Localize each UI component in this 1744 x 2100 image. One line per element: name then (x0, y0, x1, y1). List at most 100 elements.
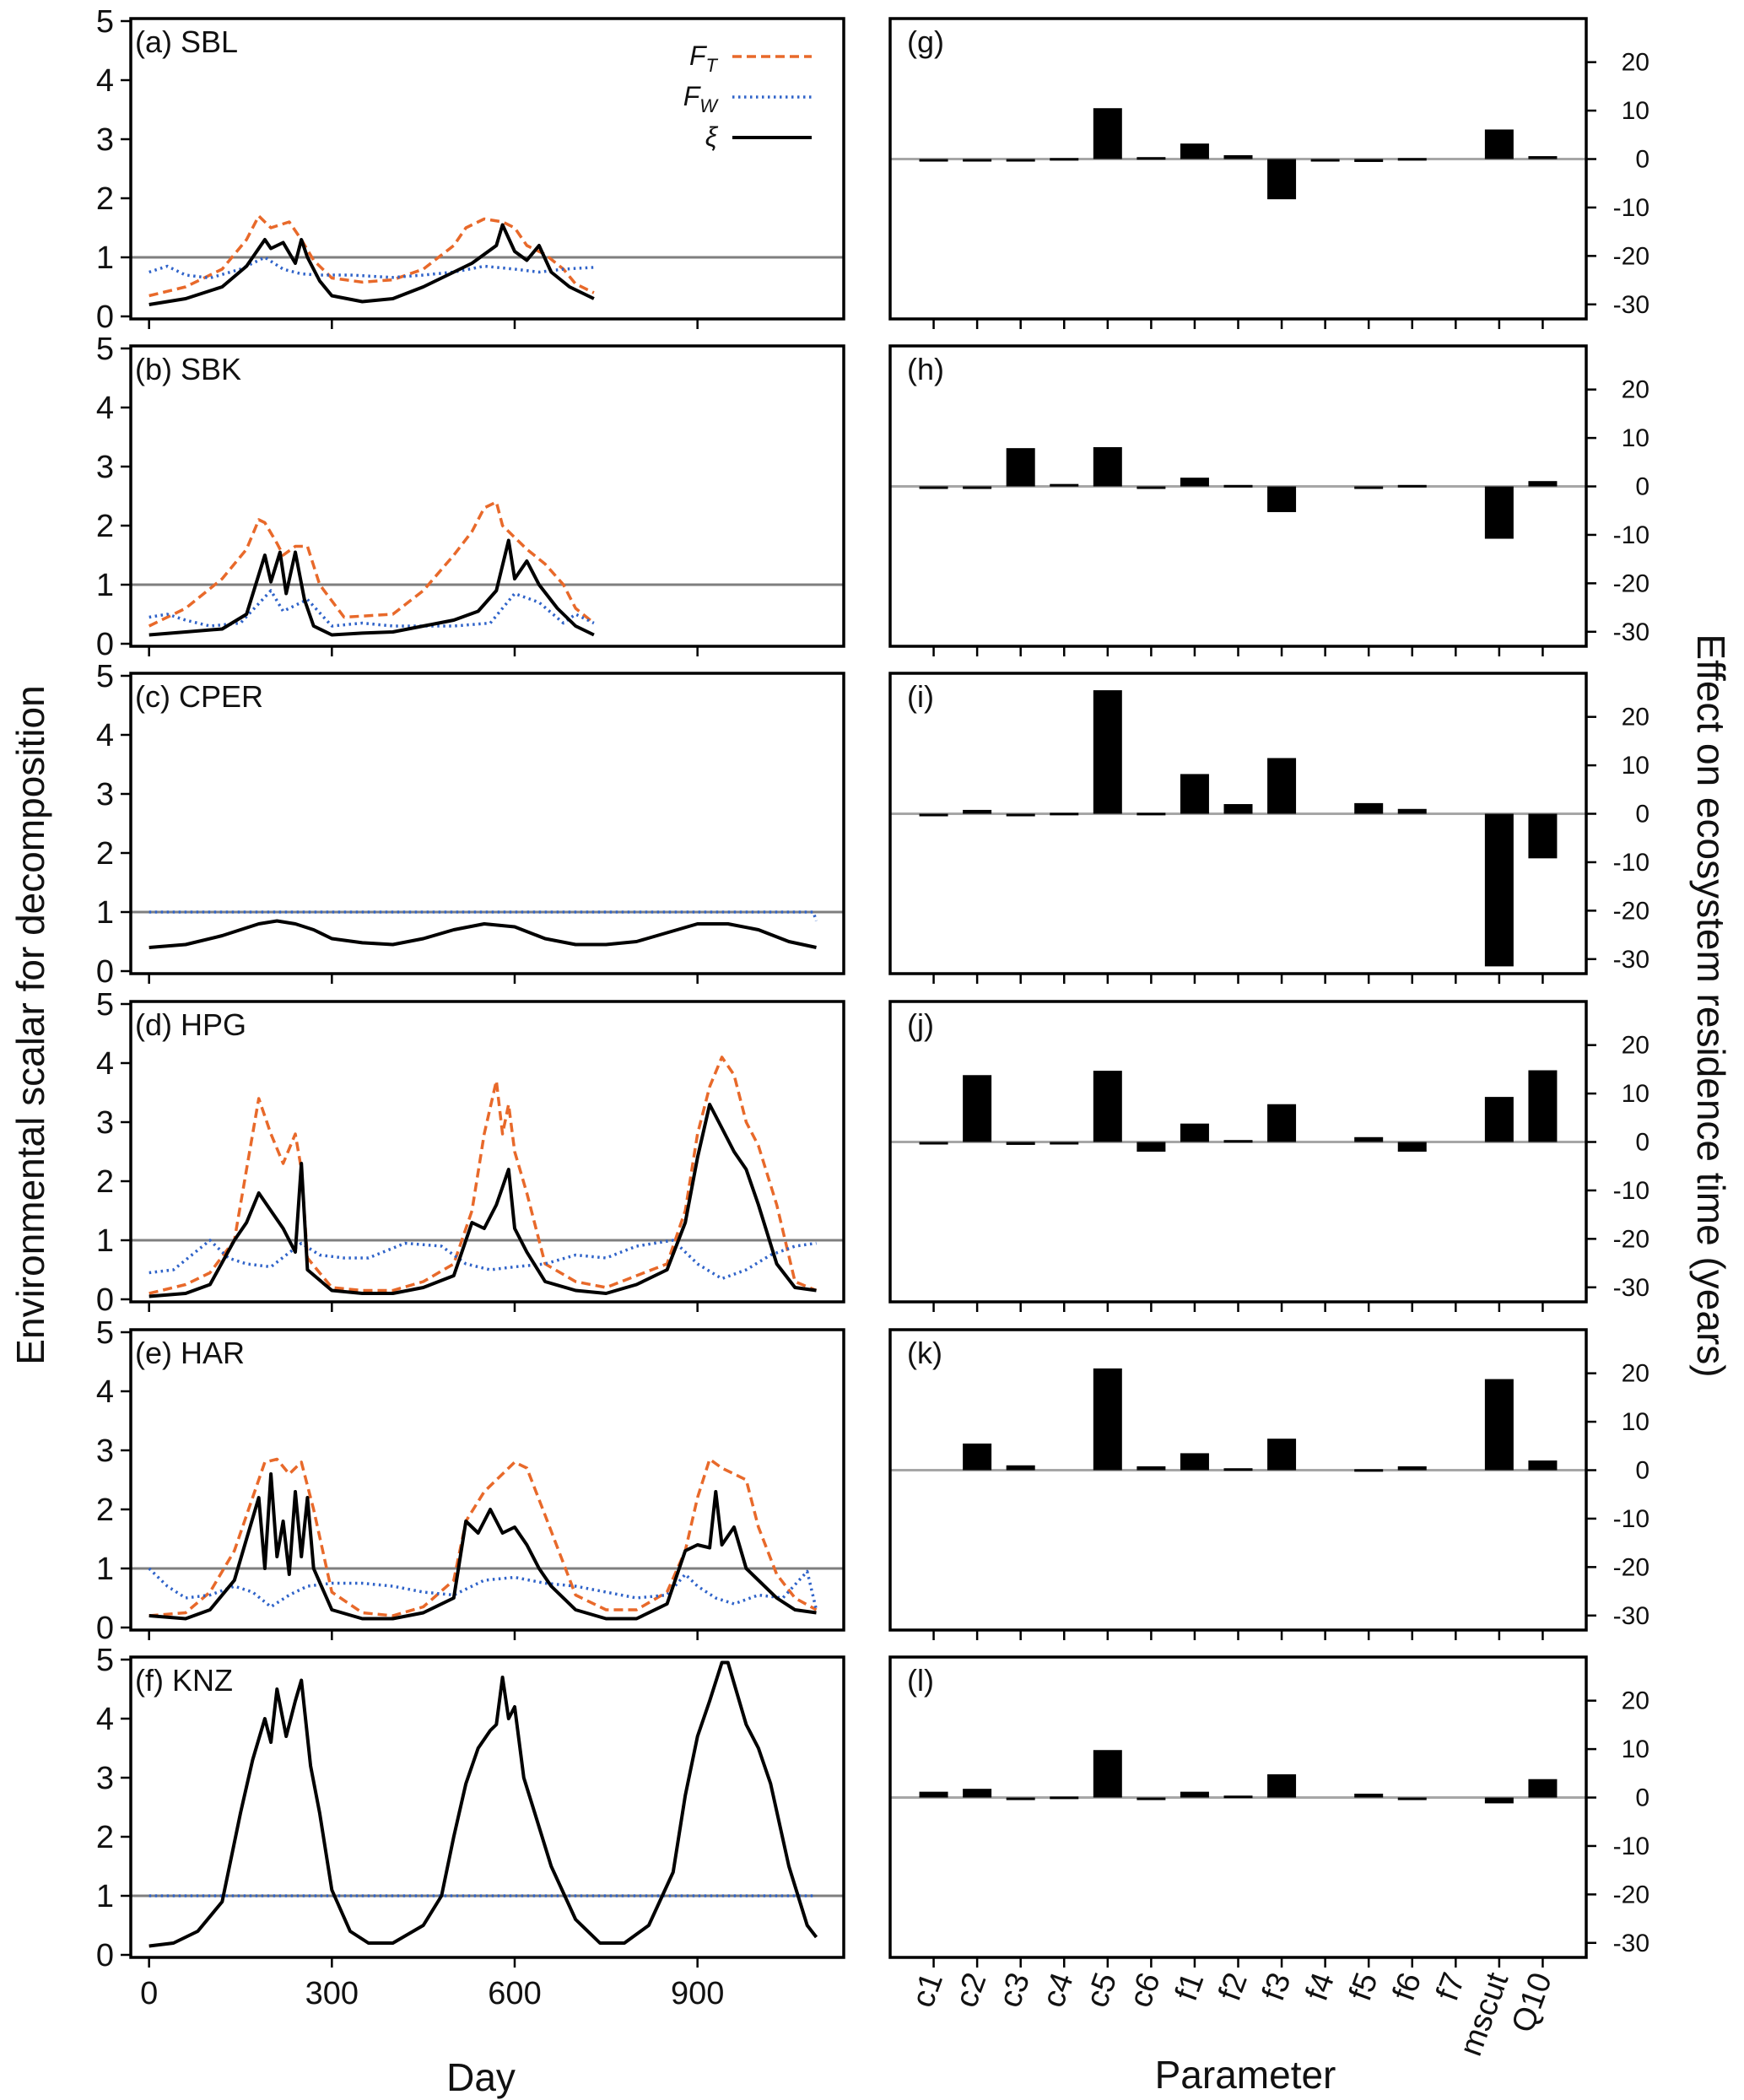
y-tick-label: 10 (1622, 1080, 1650, 1108)
y-tick-label: 1 (96, 240, 114, 276)
y-tick-label: -20 (1613, 1881, 1650, 1908)
bar-mscut (1484, 1097, 1514, 1142)
y-tick-label: -30 (1613, 291, 1650, 319)
y-tick-label: -30 (1613, 618, 1650, 646)
bar-f2 (1223, 1140, 1253, 1143)
y-tick-label: 3 (96, 1761, 114, 1796)
y-tick-label: 10 (1622, 97, 1650, 125)
bar-Q10 (1528, 1460, 1558, 1471)
bar-f5 (1354, 1136, 1384, 1142)
y-tick-label: 0 (1635, 1784, 1650, 1812)
bar-f2 (1223, 1468, 1253, 1471)
line-panel-frame (129, 672, 845, 975)
bar-Q10 (1528, 481, 1558, 487)
y-tick-label: 20 (1622, 376, 1650, 404)
bar-c6 (1137, 1466, 1166, 1471)
right-x-axis-title: Parameter (1155, 2053, 1336, 2097)
bar-panel-hpg: 20 10 0 -10 -20 -30 (j) (888, 1000, 1650, 1312)
bar-Q10 (1528, 1779, 1558, 1798)
panel-label: (j) (907, 1007, 934, 1042)
y-tick-label: -20 (1613, 570, 1650, 597)
category-label: c3 (992, 1968, 1037, 2012)
bar-f3 (1267, 1439, 1297, 1471)
y-tick-label: -30 (1613, 1274, 1650, 1302)
bar-panel-frame (888, 672, 1588, 975)
y-tick-label: 10 (1622, 1736, 1650, 1763)
panel-label: (f) KNZ (135, 1663, 233, 1698)
bar-panel-frame (888, 1655, 1588, 1959)
panel-label: (l) (907, 1663, 934, 1698)
y-tick-label: 0 (1635, 1129, 1650, 1157)
y-tick-label: -30 (1613, 1602, 1650, 1630)
line-panel-frame (129, 17, 845, 321)
y-tick-label: -30 (1613, 1930, 1650, 1957)
category-label: c6 (1123, 1968, 1168, 2012)
series-line-xi (148, 223, 595, 306)
bar-Q10 (1528, 813, 1558, 859)
line-panel-frame (129, 1000, 845, 1304)
series-line-fw (148, 256, 595, 280)
panel-label: (i) (907, 679, 934, 714)
y-tick-label: 10 (1622, 424, 1650, 452)
series-line-fw (148, 1567, 818, 1611)
y-tick-label: -10 (1613, 1833, 1650, 1860)
y-tick-label: -20 (1613, 897, 1650, 925)
line-panel-sbk: 0 1 2 3 4 5 (b) SBK (96, 332, 845, 662)
bar-c6 (1137, 1797, 1166, 1800)
y-tick-label: 20 (1622, 49, 1650, 77)
bar-Q10 (1528, 1070, 1558, 1142)
bar-c1 (919, 1791, 948, 1798)
y-tick-label: 10 (1622, 752, 1650, 780)
line-panel-frame (129, 344, 845, 648)
y-tick-label: 1 (96, 568, 114, 603)
y-tick-label: 0 (1635, 801, 1650, 829)
bar-c3 (1006, 448, 1035, 487)
bar-c1 (919, 1142, 948, 1145)
y-tick-label: -20 (1613, 1553, 1650, 1581)
y-tick-label: -10 (1613, 849, 1650, 877)
y-tick-label: -20 (1613, 242, 1650, 270)
bar-f5 (1354, 1469, 1384, 1472)
bar-c2 (963, 1443, 992, 1471)
bar-f6 (1397, 808, 1427, 814)
bar-f5 (1354, 802, 1384, 814)
bar-c3 (1006, 1465, 1035, 1471)
y-tick-label: 5 (96, 1643, 114, 1678)
bar-f2 (1223, 154, 1253, 159)
bar-f3 (1267, 1104, 1297, 1142)
category-label: f1 (1169, 1968, 1211, 2006)
y-tick-label: 1 (96, 1223, 114, 1259)
category-label: c1 (905, 1968, 950, 2012)
line-panel-knz: 0 1 2 3 4 5 0 300 600 900 (f) KNZ (96, 1643, 845, 2011)
y-tick-label: 4 (96, 391, 114, 426)
category-label: f3 (1255, 1968, 1298, 2006)
y-tick-label: -10 (1613, 1505, 1650, 1533)
y-tick-label: 5 (96, 987, 114, 1023)
bar-f5 (1354, 1793, 1384, 1798)
panel-label: (c) CPER (135, 679, 263, 714)
right-y-axis-title: Effect on ecosystem residence time (year… (1689, 634, 1733, 1377)
series-line-xi (148, 538, 595, 637)
y-tick-label: 0 (96, 300, 114, 335)
bar-f2 (1223, 484, 1253, 488)
panel-label: (b) SBK (135, 352, 241, 386)
bar-mscut (1484, 1797, 1514, 1804)
bar-f1 (1180, 478, 1209, 487)
bar-f1 (1180, 1123, 1209, 1142)
bar-c4 (1050, 1142, 1079, 1145)
y-tick-label: 2 (96, 181, 114, 217)
bar-c4 (1050, 1796, 1079, 1800)
category-label: c4 (1036, 1968, 1081, 2012)
y-tick-label: 5 (96, 659, 114, 694)
x-tick-label: 600 (488, 1976, 541, 2011)
category-label: c5 (1079, 1968, 1124, 2012)
bar-f6 (1397, 1466, 1427, 1471)
bar-panel-frame (888, 344, 1588, 648)
y-tick-label: 5 (96, 332, 114, 367)
category-label: f5 (1342, 1968, 1385, 2006)
y-tick-label: 0 (1635, 146, 1650, 174)
bar-c4 (1050, 158, 1079, 161)
panel-label: (g) (907, 24, 944, 59)
panel-label: (h) (907, 352, 944, 386)
